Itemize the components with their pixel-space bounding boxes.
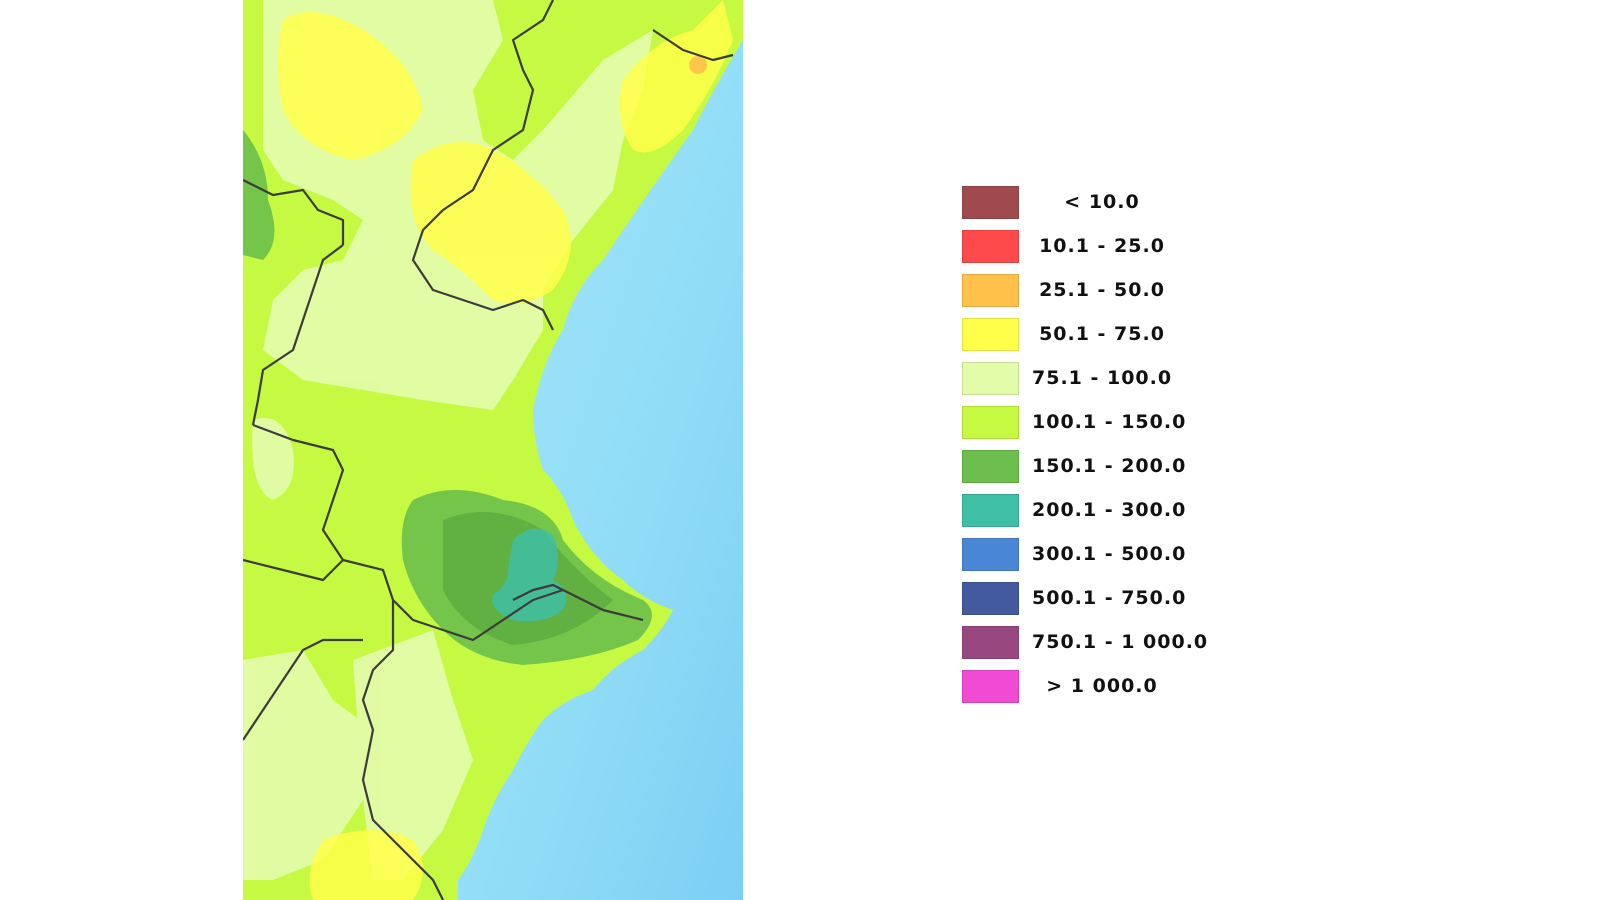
precipitation-map[interactable] (243, 0, 743, 900)
legend-label: > 1 000.0 (1046, 675, 1158, 697)
legend-label: 750.1 - 1 000.0 (1032, 631, 1209, 653)
legend-item: > 1 000.0 (962, 670, 1222, 714)
legend-item: 500.1 - 750.0 (962, 582, 1222, 626)
legend-item: 150.1 - 200.0 (962, 450, 1222, 494)
legend-swatch (962, 626, 1019, 659)
legend-swatch (962, 318, 1019, 351)
legend-label: 25.1 - 50.0 (1039, 279, 1165, 301)
legend-item: 25.1 - 50.0 (962, 274, 1222, 318)
map-canvas (243, 0, 743, 900)
legend-label: < 10.0 (1064, 191, 1140, 213)
legend-swatch (962, 274, 1019, 307)
legend-label: 10.1 - 25.0 (1039, 235, 1165, 257)
legend-label: 500.1 - 750.0 (1032, 587, 1187, 609)
legend-swatch (962, 450, 1019, 483)
zone-50-75 (278, 0, 733, 900)
legend-item: 200.1 - 300.0 (962, 494, 1222, 538)
legend-swatch (962, 406, 1019, 439)
legend-label: 100.1 - 150.0 (1032, 411, 1187, 433)
zone-25-50 (689, 56, 707, 74)
legend-label: 50.1 - 75.0 (1039, 323, 1165, 345)
region-borders (243, 0, 734, 900)
legend-swatch (962, 538, 1019, 571)
legend-swatch (962, 230, 1019, 263)
legend-item: 300.1 - 500.0 (962, 538, 1222, 582)
sea (458, 40, 743, 900)
legend-swatch (962, 670, 1019, 703)
legend-swatch (962, 582, 1019, 615)
legend-label: 300.1 - 500.0 (1032, 543, 1187, 565)
legend-item: 10.1 - 25.0 (962, 230, 1222, 274)
legend-swatch (962, 362, 1019, 395)
legend-label: 150.1 - 200.0 (1032, 455, 1187, 477)
legend-item: 75.1 - 100.0 (962, 362, 1222, 406)
legend-item: 50.1 - 75.0 (962, 318, 1222, 362)
map-legend: < 10.0 10.1 - 25.0 25.1 - 50.0 50.1 - 75… (962, 186, 1222, 714)
legend-item: 750.1 - 1 000.0 (962, 626, 1222, 670)
legend-swatch (962, 494, 1019, 527)
legend-item: 100.1 - 150.0 (962, 406, 1222, 450)
legend-label: 200.1 - 300.0 (1032, 499, 1187, 521)
legend-swatch (962, 186, 1019, 219)
zone-200-300 (492, 528, 567, 622)
legend-item: < 10.0 (962, 186, 1222, 230)
legend-label: 75.1 - 100.0 (1032, 367, 1173, 389)
